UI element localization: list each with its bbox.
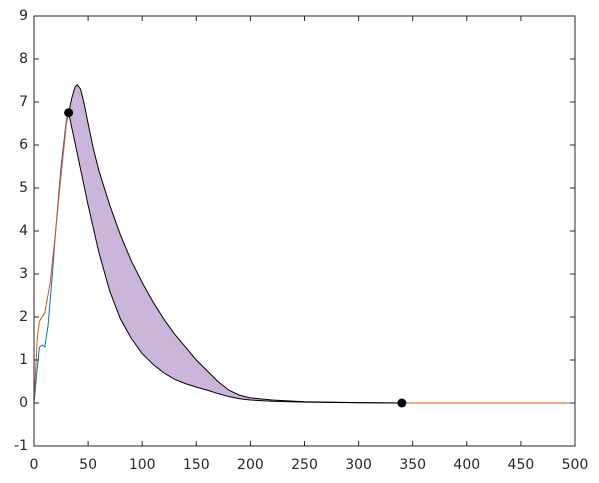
area-lower-edge: [68, 112, 402, 404]
y-tick-label: 4: [19, 223, 28, 239]
y-tick-label: 1: [19, 352, 28, 368]
x-tick-label: 350: [399, 457, 426, 473]
area-upper-edge: [68, 84, 402, 404]
x-tick-label: 500: [562, 457, 589, 473]
marker: [64, 108, 74, 118]
y-tick-label: 2: [19, 309, 28, 325]
marker: [397, 398, 407, 408]
y-tick-label: 9: [19, 8, 28, 24]
y-tick-label: 3: [19, 266, 28, 282]
y-tick-label: 6: [19, 137, 28, 153]
plot-area: [34, 16, 575, 446]
x-tick-label: 0: [30, 457, 39, 473]
x-tick-label: 300: [345, 457, 372, 473]
y-tick-label: 8: [19, 51, 28, 67]
x-tick-label: 450: [508, 457, 535, 473]
x-tick-label: 200: [237, 457, 264, 473]
x-tick-label: 150: [183, 457, 210, 473]
line: [33, 112, 70, 404]
y-tick-label: 7: [19, 94, 28, 110]
x-tick-label: 50: [79, 457, 97, 473]
y-tick-label: 0: [19, 395, 28, 411]
line: [33, 112, 575, 404]
y-tick-label: -1: [14, 438, 28, 454]
x-tick-label: 100: [129, 457, 156, 473]
area-fill: [68, 84, 402, 404]
x-tick-label: 400: [453, 457, 480, 473]
x-tick-label: 250: [291, 457, 318, 473]
y-tick-label: 5: [19, 180, 28, 196]
